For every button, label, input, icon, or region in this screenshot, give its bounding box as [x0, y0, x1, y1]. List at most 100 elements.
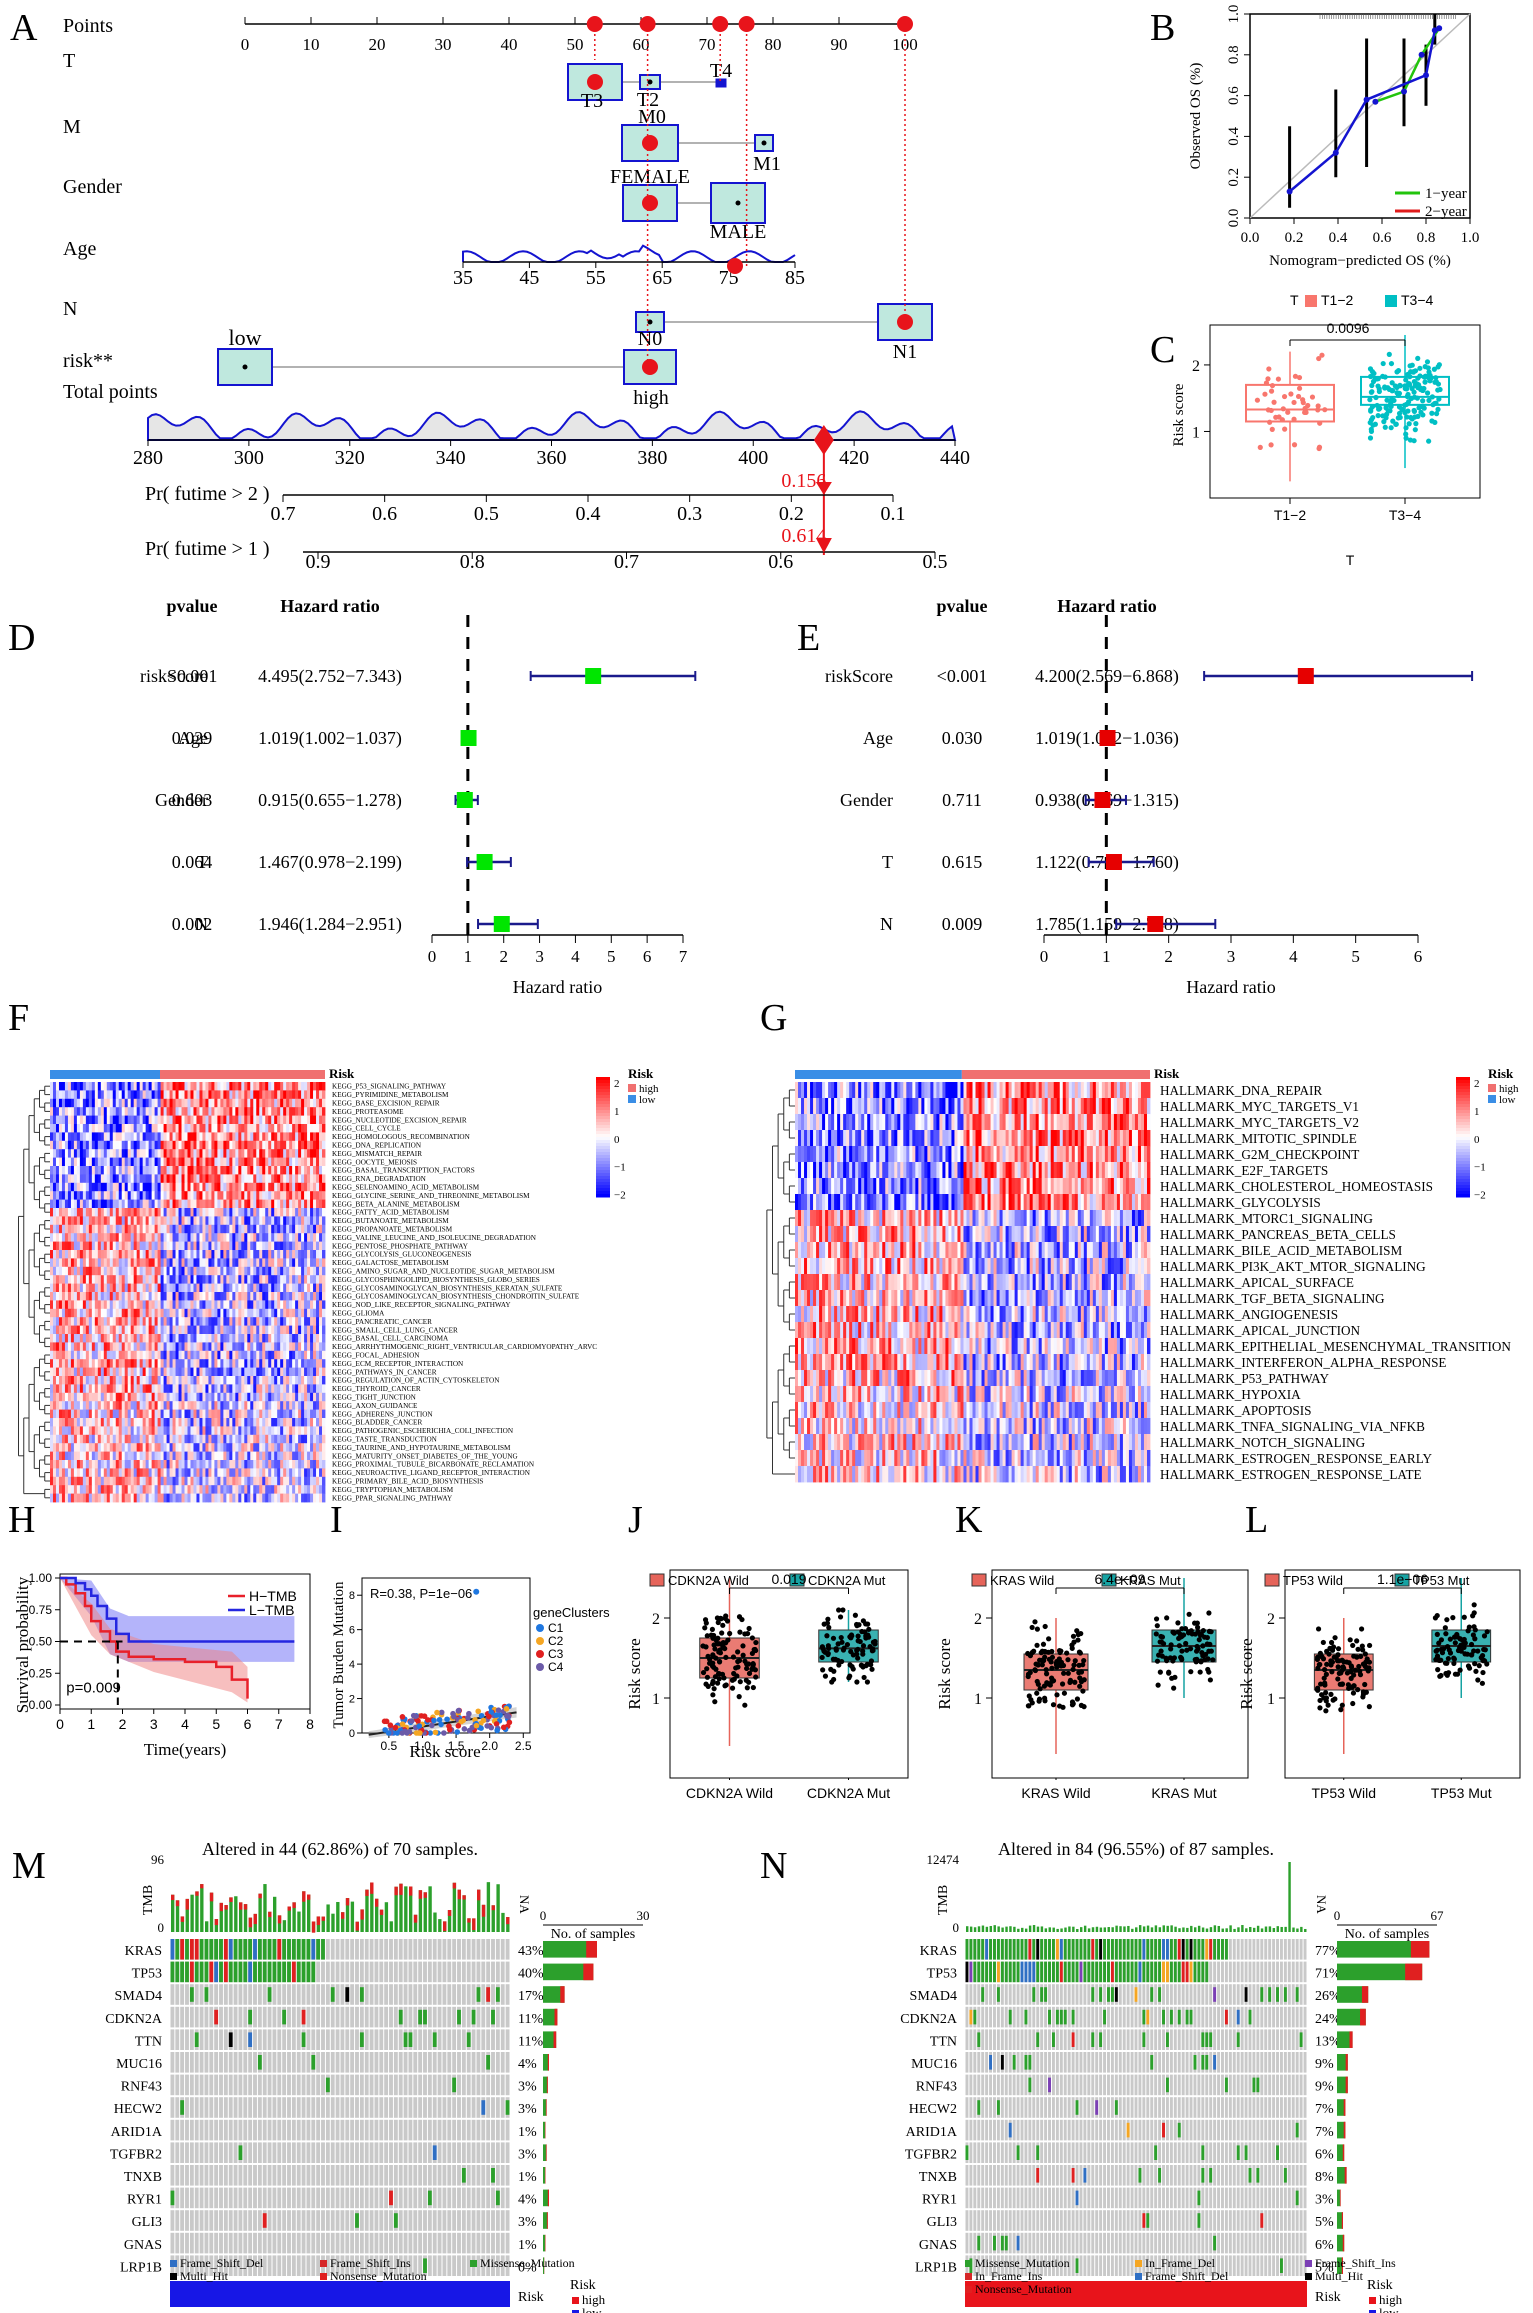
heat-cell	[94, 1308, 99, 1318]
heat-cell	[139, 1216, 144, 1226]
heat-cell	[247, 1392, 251, 1402]
heat-cell	[316, 1426, 320, 1436]
heat-cell	[172, 1401, 176, 1410]
heat-cell	[121, 1275, 126, 1284]
heat-cell	[181, 1308, 185, 1318]
heat-cell	[184, 1443, 188, 1452]
forest-pvalue: 0.002	[172, 914, 213, 934]
heat-cell	[166, 1191, 170, 1200]
heat-cell	[241, 1250, 245, 1259]
heat-cell	[58, 1308, 63, 1318]
heat-cell	[91, 1401, 96, 1410]
jitter-point	[1315, 403, 1321, 409]
heat-cell	[55, 1359, 60, 1368]
heat-cell	[199, 1132, 203, 1142]
calib-point	[1286, 188, 1293, 195]
heat-cell	[109, 1199, 114, 1209]
heat-cell	[136, 1241, 141, 1251]
heat-cell	[196, 1082, 200, 1091]
heat-cell	[280, 1451, 284, 1461]
heat-cell	[310, 1191, 314, 1200]
heat-cell	[94, 1443, 99, 1452]
heat-cell	[229, 1451, 233, 1461]
heat-cell	[322, 1241, 326, 1251]
heat-cell	[244, 1107, 248, 1116]
heat-cell	[232, 1308, 236, 1318]
age-dot	[727, 258, 743, 274]
jitter-point	[1375, 383, 1381, 389]
heat-cell	[109, 1174, 114, 1184]
heat-cell	[319, 1308, 323, 1318]
heat-cell	[91, 1199, 96, 1209]
heat-cell	[220, 1426, 224, 1436]
heat-cell	[85, 1308, 90, 1318]
heat-cell	[202, 1283, 206, 1293]
heat-cell	[106, 1115, 111, 1125]
heat-cell	[226, 1367, 230, 1377]
heat-cell	[214, 1460, 218, 1469]
heat-cell	[313, 1460, 317, 1469]
heat-cell	[79, 1426, 84, 1436]
heat-cell	[70, 1308, 75, 1318]
heat-cell	[151, 1166, 156, 1175]
heat-cell	[145, 1266, 150, 1276]
heat-cell	[64, 1098, 69, 1108]
heat-cell	[259, 1409, 263, 1419]
heat-row-label: KEGG_REGULATION_OF_ACTIN_CYTOSKELETON	[332, 1377, 500, 1385]
heat-cell	[244, 1208, 248, 1217]
heat-cell	[235, 1082, 239, 1091]
legend-label: T3−4	[1401, 292, 1434, 308]
heat-cell	[139, 1250, 144, 1259]
age-density	[462, 244, 796, 263]
heat-cell	[316, 1115, 320, 1125]
heat-cell	[142, 1275, 147, 1284]
heat-cell	[307, 1157, 311, 1167]
heat-cell	[85, 1132, 90, 1142]
heat-cell	[181, 1174, 185, 1184]
heat-cell	[127, 1241, 132, 1251]
heat-cell	[238, 1266, 242, 1276]
heat-cell	[301, 1292, 305, 1301]
heat-cell	[67, 1174, 72, 1184]
heat-cell	[67, 1317, 72, 1326]
heat-cell	[244, 1199, 248, 1209]
heat-cell	[166, 1098, 170, 1108]
heat-cell	[82, 1418, 87, 1427]
heat-cell	[94, 1468, 99, 1478]
heat-cell	[322, 1308, 326, 1318]
heat-cell	[112, 1292, 117, 1301]
heat-cell	[52, 1216, 57, 1226]
heat-cell	[253, 1199, 257, 1209]
forest-tick-label: 7	[679, 947, 688, 966]
heat-cell	[85, 1250, 90, 1259]
calib-point	[1372, 98, 1379, 105]
heat-cell	[187, 1376, 191, 1385]
heat-cell	[223, 1376, 227, 1385]
heat-cell	[271, 1401, 275, 1410]
heat-cell	[124, 1283, 129, 1293]
heat-cell	[115, 1082, 120, 1091]
heat-cell	[193, 1090, 197, 1100]
heat-cell	[238, 1115, 242, 1125]
heat-cell	[307, 1308, 311, 1318]
heat-cell	[181, 1376, 185, 1385]
heat-cell	[160, 1140, 164, 1150]
heat-cell	[250, 1258, 254, 1268]
heat-cell	[226, 1090, 230, 1100]
heat-cell	[67, 1384, 72, 1394]
heat-cell	[232, 1292, 236, 1301]
heat-cell	[181, 1216, 185, 1226]
heat-cell	[226, 1174, 230, 1184]
heat-cell	[73, 1283, 78, 1293]
heat-cell	[289, 1208, 293, 1217]
calib-point	[1332, 149, 1339, 156]
heat-cell	[184, 1241, 188, 1251]
heat-cell	[238, 1325, 242, 1335]
heat-cell	[58, 1325, 63, 1335]
heat-cell	[250, 1409, 254, 1419]
heat-cell	[67, 1258, 72, 1268]
heat-cell	[262, 1191, 266, 1200]
heat-cell	[145, 1283, 150, 1293]
heat-cell	[52, 1342, 57, 1352]
heat-cell	[289, 1443, 293, 1452]
